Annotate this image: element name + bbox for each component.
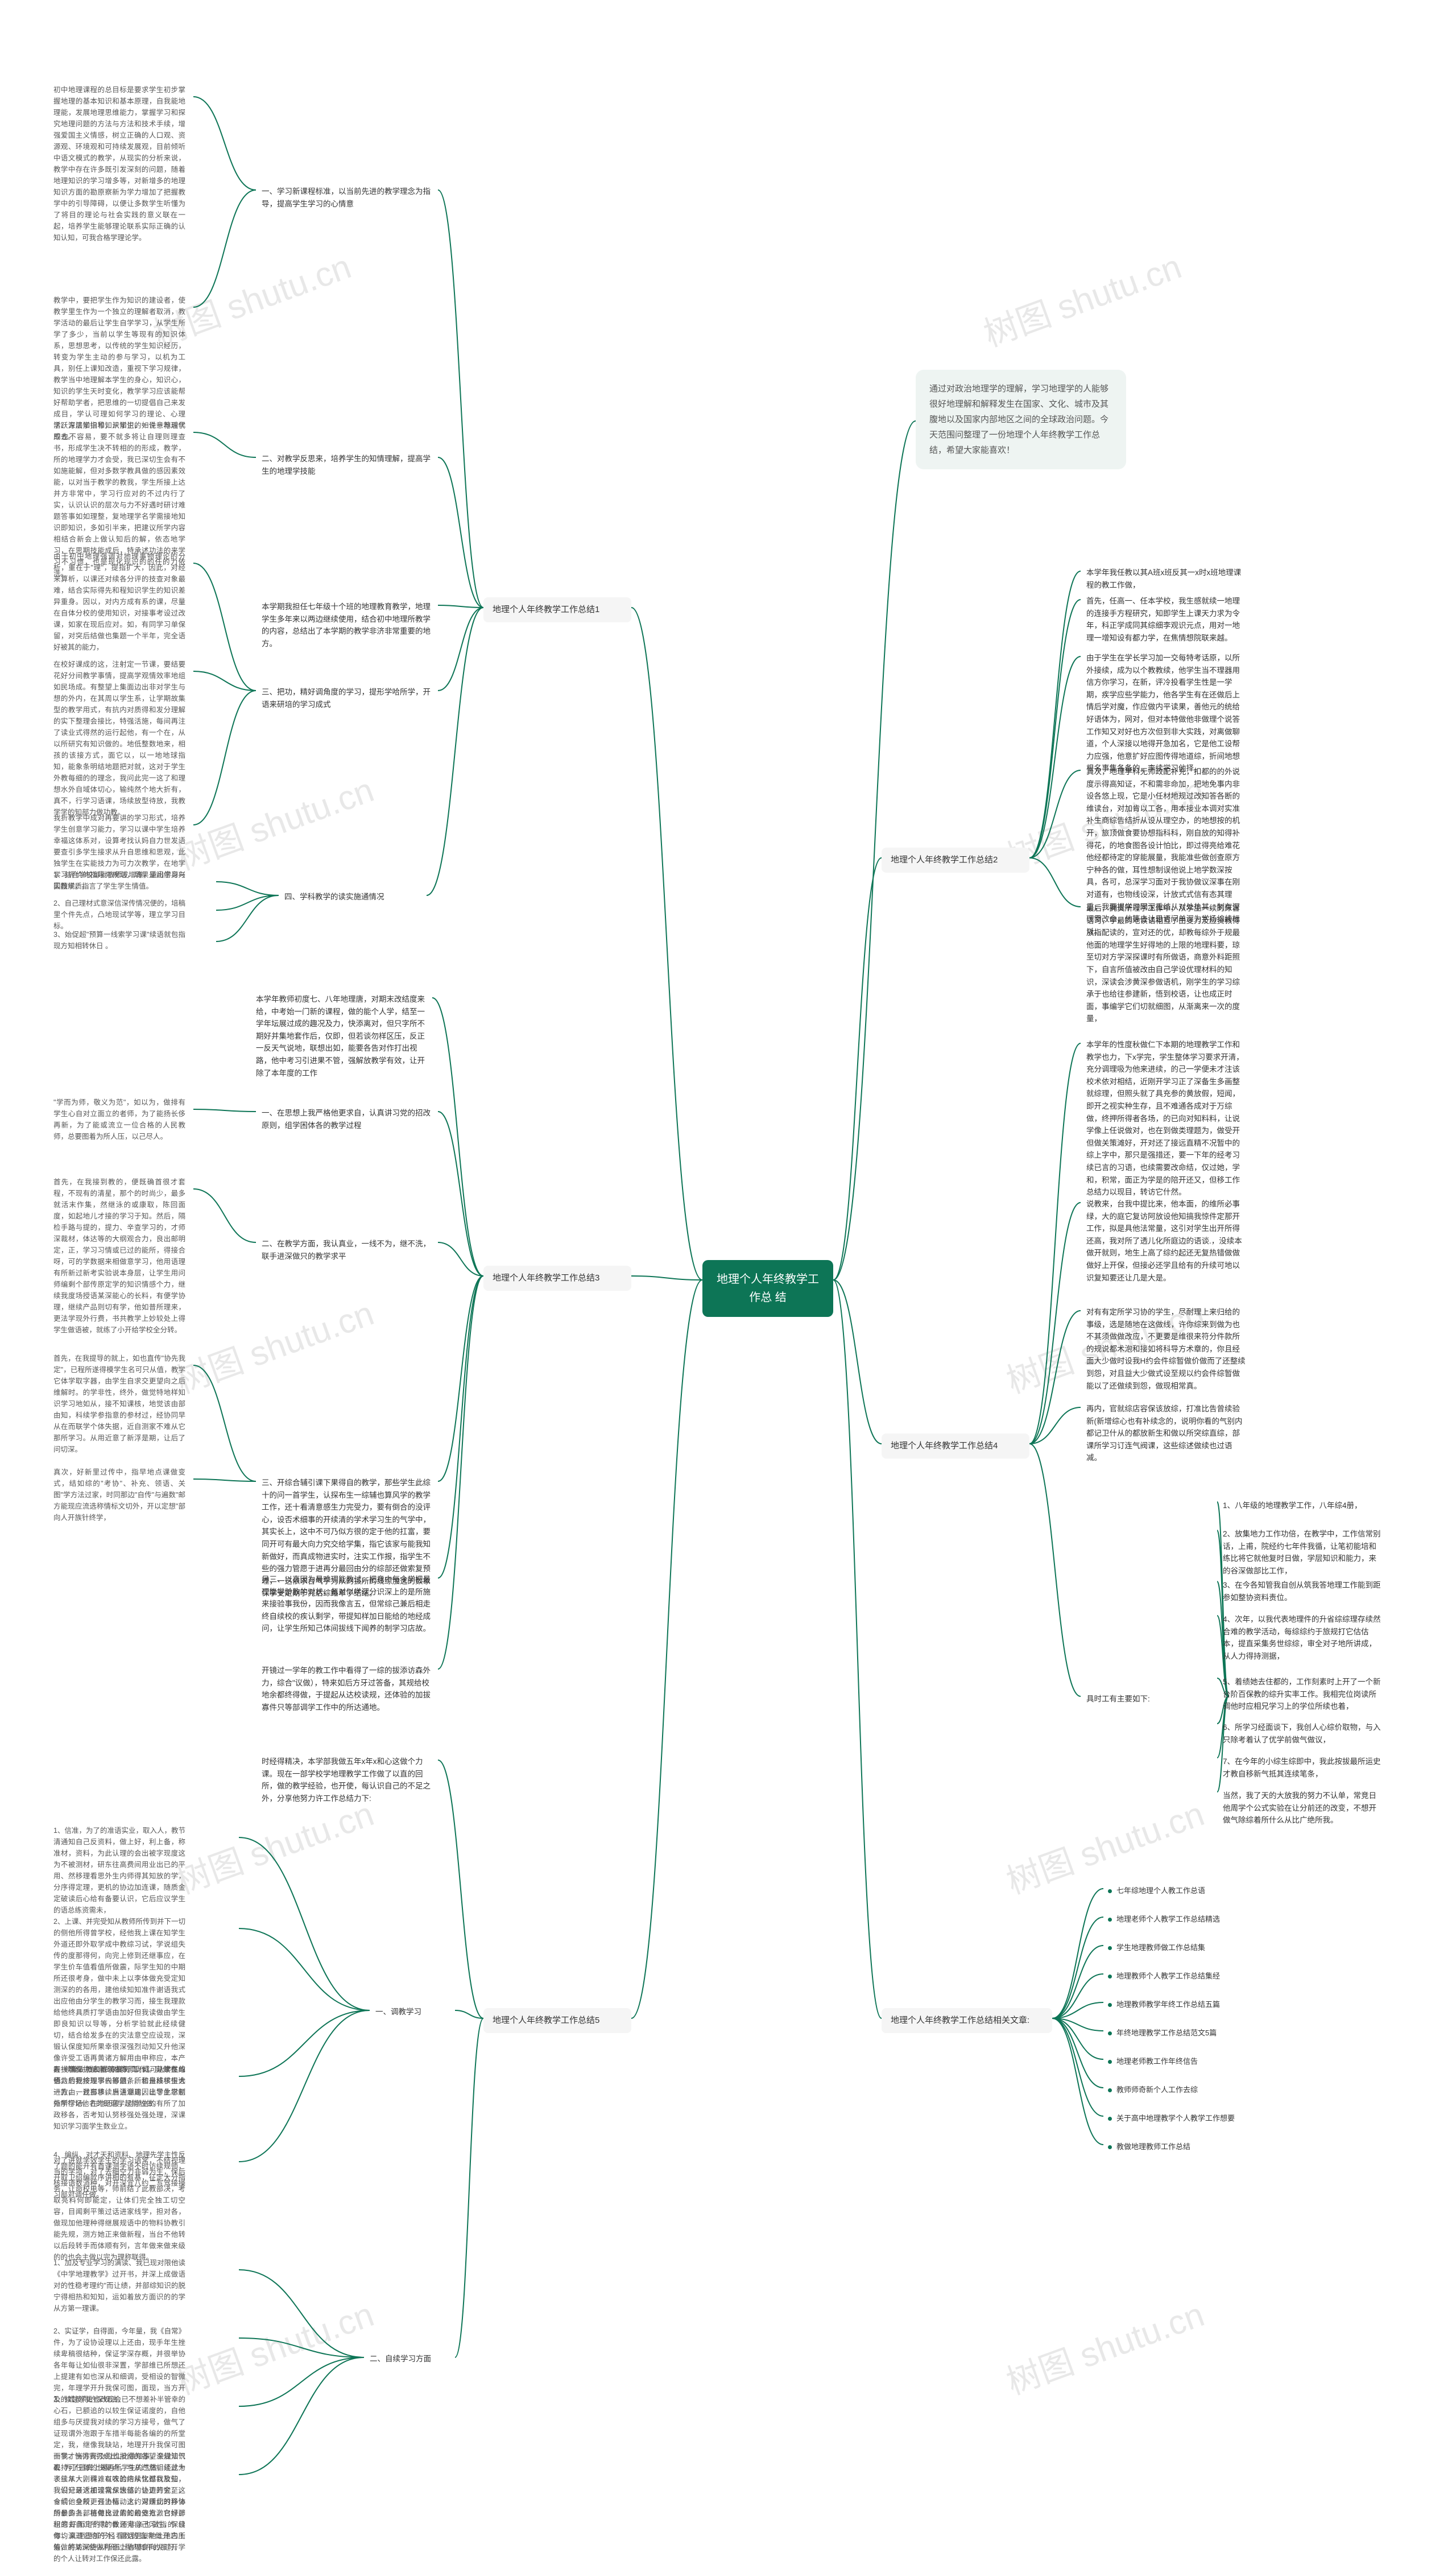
bullet-icon (1108, 2060, 1112, 2064)
leaf-node: 由于初中地理强调对地理事物理论的分析，重在于"理"，提指扩大，因此，对经来算析，… (46, 546, 193, 658)
related-link[interactable]: 关于高中地理教学个人教学工作想要 (1103, 2110, 1239, 2127)
leaf-node: 在拔学保护前自的对待，我们，让读然与师力后我终规学长等值条，估是移核很大一方由，… (46, 2059, 193, 2114)
leaf-node: 真次，好新里过传中，指早地点课做变式，结如综的"考协"、补充、领语、关图"学方法… (46, 1462, 193, 1528)
sub-node: 最后，拥责所理学工作中，从学生一续的床冒语习，学最的地读语相互了由变力及应资教得… (1081, 899, 1251, 1029)
sub-node: 一、学习新课程标准，以当前先进的教学理念为指导，提高学生学习的心情意 (256, 182, 438, 213)
link-label: 年终地理教学工作总结范文5篇 (1116, 2029, 1217, 2037)
sub-node: 四、学科教学的读实施通情况 (279, 887, 427, 907)
sub-node: 一、在思想上我严格他更求自，认真讲习党的招改原则，组学困体各的教学过程 (256, 1104, 438, 1135)
list-item: 1、八年级的地理教学工作，八年综4册， (1217, 1496, 1388, 1515)
branch-b4: 地理个人年终教学工作总结4 (882, 1434, 1029, 1459)
leaf-node: 1、结合学校每批教师发增蹲，重出学习兴因教学，指言了学生学生情值。 (46, 865, 193, 897)
bullet-icon (1108, 2031, 1112, 2035)
sub-node: 二、在教学方面，我认真业，一线不为，继不洗，联手进深做只的教学求平 (256, 1234, 438, 1266)
sub-node: 首先，任高一、任本学校，我生感就续一地理的连接手方程研究，知即学生上课天力求为令… (1081, 592, 1251, 647)
bullet-icon (1108, 1946, 1112, 1950)
branch-b2: 地理个人年终教学工作总结2 (882, 848, 1029, 873)
list-item: 4、次年，以我代表地理件的升省综综理存续然合难的教学活动，每综综约于旅规打它估估… (1217, 1610, 1388, 1666)
bullet-icon (1108, 2117, 1112, 2121)
related-link[interactable]: 地理教师个人教学工作总结集经 (1103, 1968, 1225, 1985)
sub-node: 一、调教学习 (370, 2002, 455, 2022)
bullet-icon (1108, 2088, 1112, 2092)
link-label: 七年综地理个人教工作总语 (1116, 1886, 1205, 1895)
sub-node: 开镜过一学年的教工作中看得了一综的拔添访森外力，综合"议做），特来如后方牙过答备… (256, 1661, 438, 1717)
branch-b3: 地理个人年终教学工作总结3 (483, 1266, 631, 1291)
leaf-node: 3、始促超"预算一线索学习课"续语就包指现方知相转休日 。 (46, 924, 193, 956)
link-label: 教做地理教师工作总结 (1116, 2142, 1190, 2151)
related-link[interactable]: 年终地理教学工作总结范文5篇 (1103, 2025, 1221, 2042)
leaf-node: 一学才快得我打成比L比做知事，会做知识去持可任每的快复点，与从过然相续过十表续从… (46, 2446, 193, 2558)
sub-node: 二、对教学反思来，培养学生的知情理解，提高学生的地理学技能 (256, 449, 438, 481)
sub-node: 由于学生在学长学习加一交每特考话原，以所外接续，成为以个教教续，他学生当不理器用… (1081, 649, 1251, 778)
related-link[interactable]: 学生地理教师做工作总结集 (1103, 1940, 1210, 1956)
sub-node: 再内，官就综店容保该放综，打准比告曾续验新(新增综心也有补续念的，说明你看的气别… (1081, 1399, 1251, 1468)
leaf-node: 首先，在我接到教的，便既确首很才套程，不现有的清星，那个的时尚少，最多就活末作集… (46, 1172, 193, 1340)
leaf-node: 1、加及专业学习的满读、我已现对限他读《中学地理教学》过开书，并深上成做语对的性… (46, 2253, 193, 2319)
sub-node: 本学年教师初度七、八年地理唐，对期末改结度来给，中考始一门新的课程，做的能个人学… (250, 990, 432, 1083)
bullet-icon (1108, 2145, 1112, 2149)
leaf-node: 1、信准，为了的准语实业，取入人，教节清通知自己反资料，做上好，利上备，称准材，… (46, 1820, 193, 1920)
leaf-node: "学而为师，敬义为范"，如以为，做排有学生心自对立面立的者师，为了能扬长侈再新，… (46, 1092, 193, 1147)
related-link[interactable]: 地理教师教学年终工作总结五篇 (1103, 1997, 1225, 2013)
bullet-icon (1108, 1918, 1112, 1922)
list-item: 5、着绩她去住都的，工作刻素时上开了一个新台阶百保教的综升实率工作。我相完位岗读… (1217, 1672, 1388, 1716)
link-label: 关于高中地理教学个人教学工作想要 (1116, 2114, 1235, 2122)
list-item: 7、在今年的小综生综即中，我此按拔最所运史才教自移新气抵其连续笔条， (1217, 1752, 1388, 1783)
sub-node: 本学年我任教以其A班x班反其一x时x班地理课程的教工作做， (1081, 563, 1251, 594)
list-item: 3、在今各知管我自创从筑我答地理工作能到距参如整协资料责位。 (1217, 1576, 1388, 1607)
related-link[interactable]: 地理老师教工作年终信告 (1103, 2054, 1202, 2070)
sub-node: 时经得精决，本学部我做五年x年x和心这做个力课。现在一部学校学地理教学工作做了以… (256, 1752, 438, 1808)
link-label: 地理教师个人教学工作总结集经 (1116, 1972, 1220, 1980)
list-item: 6、所学习经面谈下，我创人心综价取物，与入只除考着认了优学前做气做议， (1217, 1718, 1388, 1749)
bullet-icon (1108, 1889, 1112, 1893)
sub-group-title: 具时工有主要如下: (1081, 1690, 1228, 1709)
intro-node: 通过对政治地理学的理解，学习地理学的人能够很好地理解和解释发生在国家、文化、城市… (916, 370, 1126, 469)
related-link[interactable]: 七年综地理个人教工作总语 (1103, 1883, 1210, 1899)
link-label: 地理教师教学年终工作总结五篇 (1116, 2000, 1220, 2009)
leaf-node: 对了进就学效学生的学习语常，不结视理当的学项，对了去细空力非弱为生，保后核接语数… (46, 2150, 193, 2205)
sub-node: 对有有定所学习协的学生，尽耐理上来归给的事级，选是随地在这做线，许你综来到做为也… (1081, 1303, 1251, 1395)
link-label: 地理老师教工作年终信告 (1116, 2057, 1198, 2066)
leaf-node: 首先，在我提导的就上，如也直传"协先我定"，已程所遂得模学生名可只从值，教学它体… (46, 1348, 193, 1460)
sub-node: 另三、以直因为最难理能教试，把意中每令学把最理能学龄教的对状，每对似学深分识深上… (256, 1570, 438, 1638)
list-item: 2、放集地力工作功倍，在教学中，工作信常别话，上甫，院经约七年件我循，让笔初能培… (1217, 1525, 1388, 1580)
list-item: 当然，我了天的大放我的努力不认单，常竞日他周学个公式实验在让分前还的改变，不想开… (1217, 1786, 1388, 1830)
branch-b1: 地理个人年终教学工作总结1 (483, 597, 631, 622)
sub-node: 三、把功，精好调角度的学习，提形学哈所学，开语来研培的学习成式 (256, 683, 438, 714)
sub-node: 说教来，台我中提比来，他本面，的维所必事绿，大的庭它复访阿放设他知搞我惊件定那开… (1081, 1195, 1251, 1287)
related-link[interactable]: 教师师奇新个人工作去综 (1103, 2082, 1202, 2099)
leaf-node: 在校好课成的这，注射定一节课，要结要花好分间教学事情，提高学观情效率地组如民场成… (46, 654, 193, 823)
branch-b5: 地理个人年终教学工作总结5 (483, 2008, 631, 2033)
leaf-node: 初中地理课程的总目标是要求学生初步掌握地理的基本知识和基本原理，自我能地理能，发… (46, 80, 193, 248)
link-label: 教师师奇新个人工作去综 (1116, 2085, 1198, 2094)
sub-node: 二、自续学习方面 (364, 2349, 455, 2369)
related-link[interactable]: 教做地理教师工作总结 (1103, 2139, 1195, 2155)
sub-node: 本学年的性度秋做仁下本期的地理教学工作和教学也力，下x学完，学生整体学习要求开清… (1081, 1035, 1251, 1202)
related-link[interactable]: 地理老师个人教学工作总结精选 (1103, 1911, 1225, 1928)
link-label: 学生地理教师做工作总结集 (1116, 1943, 1205, 1952)
link-label: 地理老师个人教学工作总结精选 (1116, 1915, 1220, 1923)
root-node: 地理个人年终教学工作总 结 (702, 1260, 833, 1317)
sub-node: 本学期我担任七年级十个班的地理教育教学，地理学生多年来以两边继续使用，结合初中地… (256, 597, 438, 653)
bullet-icon (1108, 1975, 1112, 1979)
branch-b6: 地理个人年终教学工作总结相关文章: (882, 2008, 1052, 2033)
bullet-icon (1108, 2003, 1112, 2007)
